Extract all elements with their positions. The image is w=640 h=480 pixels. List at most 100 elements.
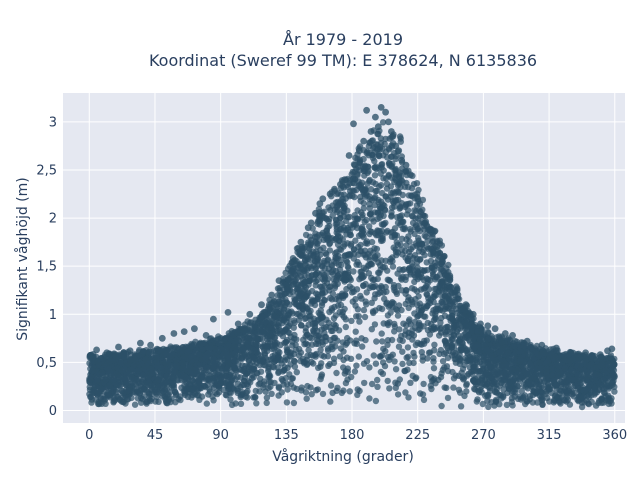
- data-point: [415, 293, 422, 300]
- data-point: [520, 393, 527, 401]
- data-point: [398, 306, 405, 314]
- data-point: [354, 258, 361, 266]
- data-point: [423, 290, 430, 298]
- data-point: [439, 280, 446, 288]
- data-point: [341, 305, 348, 313]
- data-point: [328, 268, 335, 276]
- data-point: [578, 403, 586, 411]
- data-point: [492, 398, 500, 405]
- data-point: [307, 384, 314, 391]
- data-point: [134, 395, 142, 402]
- data-point: [346, 388, 353, 395]
- data-point: [230, 356, 237, 364]
- data-point: [240, 327, 247, 334]
- data-point: [302, 389, 310, 396]
- data-point: [420, 396, 428, 404]
- data-point: [437, 373, 445, 381]
- data-point: [461, 361, 468, 369]
- data-point: [340, 364, 347, 371]
- data-point: [368, 299, 375, 306]
- data-point: [99, 369, 106, 376]
- data-point: [384, 377, 391, 385]
- data-point: [384, 312, 392, 319]
- data-point: [498, 338, 505, 346]
- data-point: [374, 215, 381, 223]
- data-point: [455, 386, 463, 393]
- data-point: [438, 329, 445, 336]
- data-point: [399, 225, 407, 232]
- data-point: [484, 397, 491, 405]
- data-point: [399, 360, 406, 368]
- data-point: [250, 394, 257, 401]
- data-point: [456, 360, 463, 368]
- data-point: [457, 403, 465, 410]
- data-point: [106, 382, 113, 389]
- data-point: [342, 323, 349, 331]
- data-point: [371, 164, 379, 171]
- data-point: [324, 353, 332, 360]
- data-point: [404, 344, 412, 351]
- data-point: [274, 285, 282, 292]
- data-point: [376, 353, 383, 360]
- data-point: [237, 392, 244, 399]
- data-point: [415, 234, 422, 242]
- data-point: [508, 366, 515, 374]
- data-point: [298, 384, 305, 391]
- data-point: [604, 368, 611, 375]
- data-point: [330, 355, 338, 362]
- data-point: [326, 222, 333, 230]
- data-point: [295, 316, 303, 324]
- data-point: [362, 240, 369, 247]
- data-point: [279, 333, 287, 340]
- data-point: [375, 199, 382, 206]
- data-point: [374, 376, 381, 384]
- data-point: [153, 393, 161, 401]
- data-point: [439, 358, 447, 365]
- data-point: [402, 203, 409, 211]
- data-point: [290, 399, 298, 407]
- data-point: [110, 376, 117, 383]
- data-point: [245, 341, 252, 349]
- data-point: [354, 216, 362, 223]
- data-point: [306, 233, 314, 240]
- data-point: [431, 341, 438, 348]
- data-point: [409, 213, 416, 220]
- data-point: [195, 378, 203, 385]
- data-point: [344, 368, 351, 376]
- data-point: [340, 313, 348, 321]
- data-point: [329, 345, 336, 353]
- data-point: [139, 371, 147, 379]
- data-point: [366, 230, 373, 238]
- chart-title-line-2: Koordinat (Sweref 99 TM): E 378624, N 61…: [149, 51, 537, 70]
- data-point: [113, 370, 121, 378]
- data-point: [416, 240, 424, 247]
- data-point: [411, 230, 418, 237]
- data-point: [553, 381, 560, 389]
- data-point: [450, 384, 457, 391]
- data-point: [423, 259, 430, 266]
- data-point: [361, 313, 369, 321]
- data-point: [522, 400, 529, 408]
- data-point: [325, 319, 332, 326]
- data-point: [340, 387, 347, 394]
- data-point: [97, 384, 105, 392]
- data-point: [145, 349, 152, 356]
- data-point: [374, 146, 381, 153]
- data-point: [402, 167, 410, 175]
- data-point: [318, 360, 325, 367]
- data-point: [391, 328, 398, 335]
- data-point: [319, 390, 327, 398]
- data-point: [403, 236, 410, 243]
- data-point: [381, 362, 389, 370]
- data-point: [374, 383, 381, 390]
- data-point: [234, 385, 241, 393]
- data-point: [334, 337, 341, 344]
- data-point: [523, 371, 530, 378]
- data-point: [447, 314, 454, 321]
- data-point: [569, 391, 576, 398]
- data-point: [333, 369, 340, 377]
- data-point: [330, 315, 338, 322]
- data-point: [244, 382, 252, 390]
- data-point: [496, 349, 503, 356]
- data-point: [154, 362, 161, 370]
